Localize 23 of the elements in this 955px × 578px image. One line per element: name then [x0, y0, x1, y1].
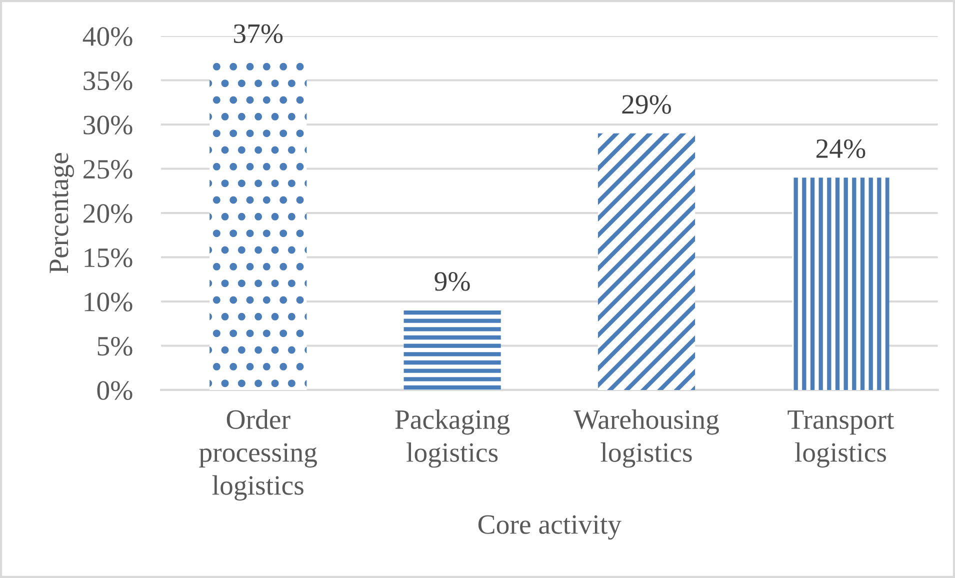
data-label: 37% — [234, 24, 283, 44]
data-label: 9% — [434, 272, 470, 291]
y-axis-title: Percentage — [50, 153, 74, 274]
bar — [210, 62, 307, 390]
x-tick-label: Order processing logistics — [199, 409, 317, 501]
data-label: 24% — [816, 139, 866, 158]
bar — [598, 133, 696, 390]
bar — [404, 310, 501, 390]
y-tick-label: 0% — [97, 381, 132, 400]
y-tick-label: 5% — [98, 336, 132, 356]
y-tick-label: 30% — [84, 116, 132, 135]
y-tick-label: 15% — [84, 248, 132, 268]
y-tick-label: 35% — [84, 71, 132, 90]
y-tick-label: 10% — [84, 292, 132, 312]
y-tick-label: 40% — [82, 27, 132, 46]
x-tick-label: Transport logistics — [788, 410, 894, 468]
x-axis-title: Core activity — [478, 515, 622, 540]
x-tick-label: Warehousing logistics — [574, 409, 719, 468]
y-tick-label: 20% — [84, 204, 132, 223]
y-tick-label: 25% — [84, 160, 132, 179]
data-label: 29% — [622, 95, 672, 114]
x-tick-label: Packaging logistics — [395, 409, 510, 468]
bar — [792, 178, 890, 390]
